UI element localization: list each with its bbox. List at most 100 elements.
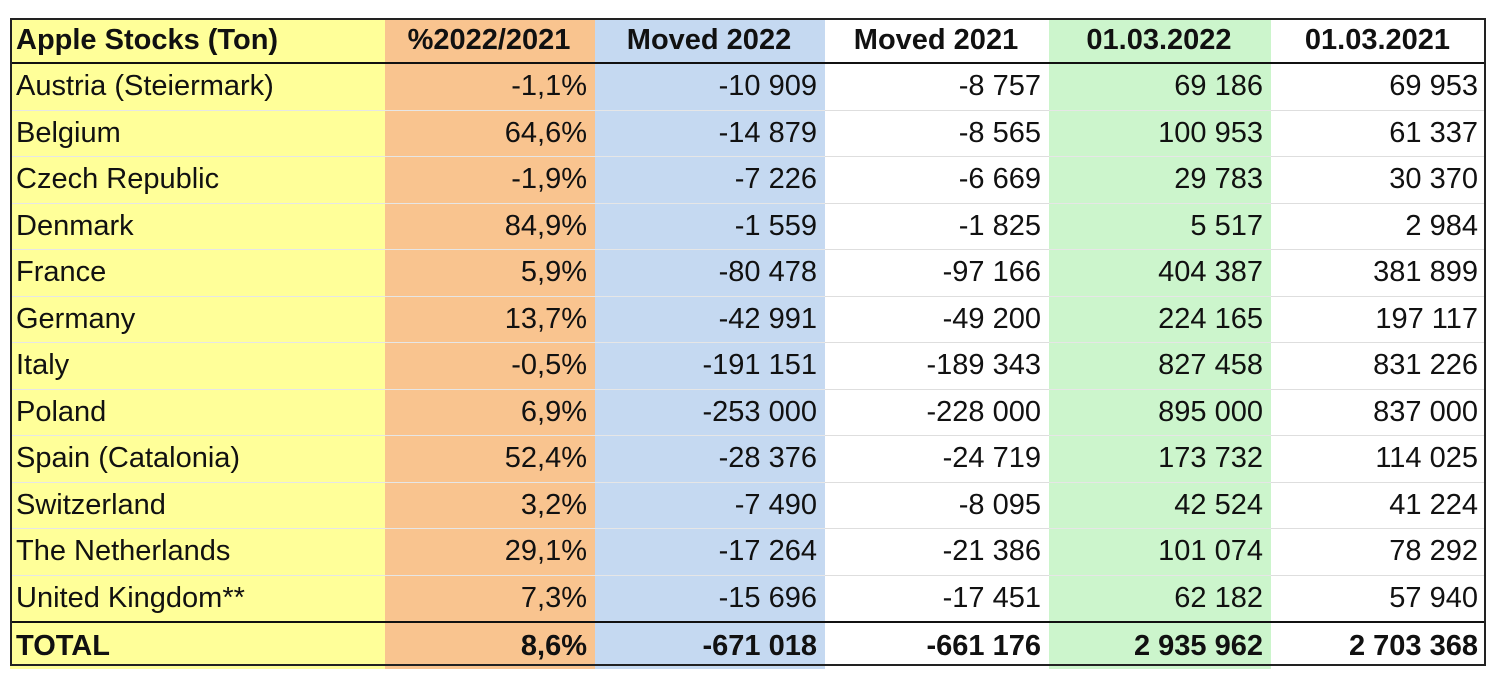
cell-change-pct: -1,9%	[385, 156, 595, 204]
cell-change-pct: 64,6%	[385, 110, 595, 157]
cell-change-pct: -1,1%	[385, 63, 595, 111]
cell-country: The Netherlands	[10, 528, 385, 576]
cell-stock-2022: 29 783	[1049, 156, 1271, 204]
table-row: United Kingdom** 7,3% -15 696 -17 451 62…	[10, 575, 1486, 623]
cell-change-pct: 7,3%	[385, 575, 595, 623]
cell-stock-2022: 69 186	[1049, 63, 1271, 111]
cell-stock-2021: 57 940	[1271, 575, 1486, 623]
total-row: TOTAL 8,6% -671 018 -661 176 2 935 962 2…	[10, 621, 1486, 669]
cell-stock-2022: 173 732	[1049, 435, 1271, 483]
cell-stock-2022: 62 182	[1049, 575, 1271, 623]
cell-stock-2022: 5 517	[1049, 203, 1271, 250]
header-row: Apple Stocks (Ton) %2022/2021 Moved 2022…	[10, 18, 1486, 63]
cell-moved-2022: -253 000	[595, 389, 825, 436]
total-label: TOTAL	[10, 621, 385, 669]
header-stock-2021: 01.03.2021	[1271, 18, 1486, 63]
table-row: Czech Republic -1,9% -7 226 -6 669 29 78…	[10, 156, 1486, 204]
header-moved-2021: Moved 2021	[825, 18, 1049, 63]
cell-moved-2022: -1 559	[595, 203, 825, 250]
cell-stock-2021: 30 370	[1271, 156, 1486, 204]
cell-moved-2022: -80 478	[595, 249, 825, 297]
cell-stock-2022: 101 074	[1049, 528, 1271, 576]
cell-country: Spain (Catalonia)	[10, 435, 385, 483]
cell-moved-2021: -21 386	[825, 528, 1049, 576]
total-moved-2021: -661 176	[825, 621, 1049, 669]
cell-stock-2021: 114 025	[1271, 435, 1486, 483]
cell-moved-2021: -8 565	[825, 110, 1049, 157]
cell-moved-2021: -189 343	[825, 342, 1049, 390]
cell-change-pct: -0,5%	[385, 342, 595, 390]
cell-country: Denmark	[10, 203, 385, 250]
cell-change-pct: 3,2%	[385, 482, 595, 529]
cell-stock-2021: 2 984	[1271, 203, 1486, 250]
total-moved-2022: -671 018	[595, 621, 825, 669]
total-stock-2021: 2 703 368	[1271, 621, 1486, 669]
cell-moved-2022: -42 991	[595, 296, 825, 343]
cell-country: France	[10, 249, 385, 297]
table-row: Poland 6,9% -253 000 -228 000 895 000 83…	[10, 389, 1486, 436]
cell-stock-2022: 895 000	[1049, 389, 1271, 436]
cell-stock-2021: 41 224	[1271, 482, 1486, 529]
cell-stock-2022: 42 524	[1049, 482, 1271, 529]
table-row: The Netherlands 29,1% -17 264 -21 386 10…	[10, 528, 1486, 576]
cell-country: Switzerland	[10, 482, 385, 529]
header-moved-2022: Moved 2022	[595, 18, 825, 63]
cell-change-pct: 52,4%	[385, 435, 595, 483]
cell-change-pct: 5,9%	[385, 249, 595, 297]
apple-stocks-table: Apple Stocks (Ton) %2022/2021 Moved 2022…	[10, 18, 1486, 669]
table-row: Spain (Catalonia) 52,4% -28 376 -24 719 …	[10, 435, 1486, 483]
cell-stock-2021: 69 953	[1271, 63, 1486, 111]
cell-change-pct: 84,9%	[385, 203, 595, 250]
cell-stock-2022: 827 458	[1049, 342, 1271, 390]
table-row: Belgium 64,6% -14 879 -8 565 100 953 61 …	[10, 110, 1486, 157]
cell-stock-2021: 381 899	[1271, 249, 1486, 297]
cell-moved-2022: -14 879	[595, 110, 825, 157]
cell-moved-2021: -49 200	[825, 296, 1049, 343]
table-row: Italy -0,5% -191 151 -189 343 827 458 83…	[10, 342, 1486, 390]
cell-moved-2021: -8 095	[825, 482, 1049, 529]
table-row: Switzerland 3,2% -7 490 -8 095 42 524 41…	[10, 482, 1486, 529]
cell-country: Italy	[10, 342, 385, 390]
cell-stock-2021: 78 292	[1271, 528, 1486, 576]
table-row: France 5,9% -80 478 -97 166 404 387 381 …	[10, 249, 1486, 297]
cell-moved-2022: -7 226	[595, 156, 825, 204]
cell-moved-2022: -17 264	[595, 528, 825, 576]
cell-country: United Kingdom**	[10, 575, 385, 623]
cell-stock-2022: 404 387	[1049, 249, 1271, 297]
cell-moved-2022: -7 490	[595, 482, 825, 529]
table-row: Denmark 84,9% -1 559 -1 825 5 517 2 984	[10, 203, 1486, 250]
apple-stocks-table-container: Apple Stocks (Ton) %2022/2021 Moved 2022…	[10, 18, 1486, 669]
cell-moved-2021: -6 669	[825, 156, 1049, 204]
cell-change-pct: 13,7%	[385, 296, 595, 343]
table-row: Austria (Steiermark) -1,1% -10 909 -8 75…	[10, 63, 1486, 111]
header-change-pct: %2022/2021	[385, 18, 595, 63]
cell-moved-2021: -228 000	[825, 389, 1049, 436]
header-stock-2022: 01.03.2022	[1049, 18, 1271, 63]
cell-stock-2021: 837 000	[1271, 389, 1486, 436]
cell-moved-2022: -28 376	[595, 435, 825, 483]
total-stock-2022: 2 935 962	[1049, 621, 1271, 669]
cell-moved-2022: -191 151	[595, 342, 825, 390]
cell-stock-2022: 224 165	[1049, 296, 1271, 343]
table-row: Germany 13,7% -42 991 -49 200 224 165 19…	[10, 296, 1486, 343]
cell-stock-2021: 831 226	[1271, 342, 1486, 390]
cell-moved-2021: -24 719	[825, 435, 1049, 483]
cell-country: Poland	[10, 389, 385, 436]
cell-change-pct: 6,9%	[385, 389, 595, 436]
cell-country: Belgium	[10, 110, 385, 157]
cell-country: Austria (Steiermark)	[10, 63, 385, 111]
cell-stock-2021: 61 337	[1271, 110, 1486, 157]
cell-moved-2022: -15 696	[595, 575, 825, 623]
header-country: Apple Stocks (Ton)	[10, 18, 385, 63]
cell-moved-2021: -17 451	[825, 575, 1049, 623]
total-change-pct: 8,6%	[385, 621, 595, 669]
cell-stock-2021: 197 117	[1271, 296, 1486, 343]
cell-moved-2022: -10 909	[595, 63, 825, 111]
cell-stock-2022: 100 953	[1049, 110, 1271, 157]
cell-country: Czech Republic	[10, 156, 385, 204]
cell-moved-2021: -1 825	[825, 203, 1049, 250]
cell-moved-2021: -8 757	[825, 63, 1049, 111]
cell-moved-2021: -97 166	[825, 249, 1049, 297]
cell-change-pct: 29,1%	[385, 528, 595, 576]
cell-country: Germany	[10, 296, 385, 343]
